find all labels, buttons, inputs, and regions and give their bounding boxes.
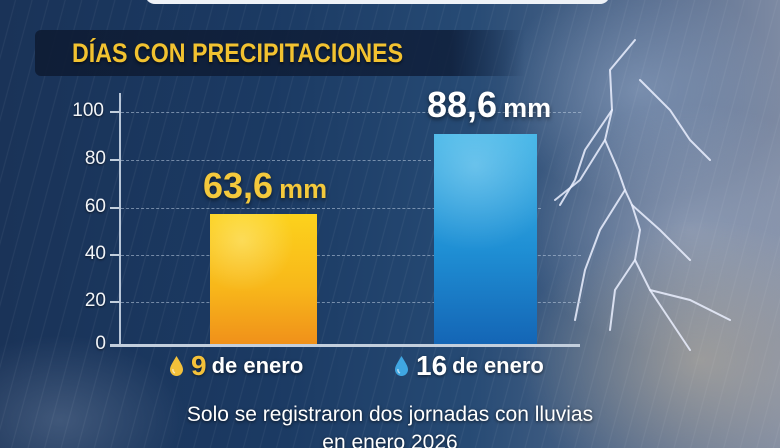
- gridline-20: [121, 302, 581, 303]
- yellow-water-drop-icon: [170, 356, 183, 376]
- tick-100: [110, 111, 120, 113]
- x-axis: [110, 344, 580, 347]
- category-month: de enero: [211, 353, 304, 378]
- tick-60: [110, 207, 120, 209]
- gridline-40: [121, 255, 581, 256]
- caption-line-1: Solo se registraron dos jornadas con llu…: [186, 403, 594, 426]
- value-unit: mm: [503, 93, 552, 123]
- tick-40: [110, 254, 120, 256]
- bar-9-enero: [210, 214, 317, 345]
- tick-80: [110, 159, 120, 161]
- top-white-bar: [145, 0, 610, 4]
- tick-20: [110, 301, 120, 303]
- lightning-icon: [554, 39, 731, 351]
- value-label-9-enero: 63,6 mm: [203, 165, 327, 207]
- y-axis: [119, 93, 121, 346]
- category-day: 16: [416, 350, 448, 381]
- blue-water-drop-icon: [395, 356, 408, 376]
- title-banner: [35, 30, 525, 76]
- category-label-9-enero: 9 de enero: [168, 350, 303, 382]
- value-label-16-enero: 88,6 mm: [427, 84, 551, 126]
- category-month: de enero: [452, 353, 544, 378]
- bar-16-enero: [434, 134, 537, 345]
- value-unit: mm: [279, 174, 328, 204]
- tick-label-60: 60: [84, 196, 106, 217]
- category-day: 9: [191, 350, 207, 381]
- tick-label-80: 80: [84, 148, 106, 169]
- caption-line-2: en enero 2026: [322, 431, 458, 448]
- gridline-60: [121, 208, 541, 209]
- value-number: 63,6: [203, 165, 274, 206]
- tick-label-0: 0: [95, 333, 106, 354]
- chart-title: DÍAS CON PRECIPITACIONES: [72, 38, 404, 68]
- tick-label-100: 100: [72, 100, 104, 121]
- tick-label-20: 20: [84, 290, 106, 311]
- gridline-100: [121, 112, 581, 113]
- category-label-16-enero: 16 de enero: [393, 350, 544, 382]
- tick-label-40: 40: [84, 243, 106, 264]
- gridline-80: [121, 160, 431, 161]
- value-number: 88,6: [427, 84, 498, 125]
